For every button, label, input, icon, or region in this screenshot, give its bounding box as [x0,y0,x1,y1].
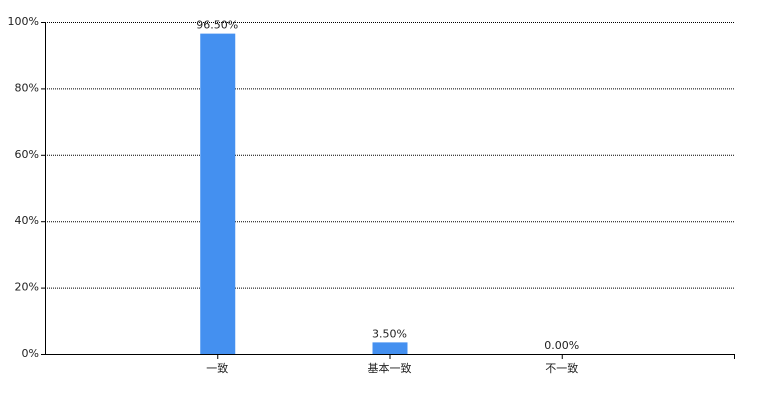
value-label: 0.00% [544,339,579,352]
bar [200,33,236,355]
bar [372,342,408,354]
y-tick-label: 20% [15,281,39,294]
y-tick-label: 80% [15,81,39,94]
y-tick-label: 0% [22,347,39,360]
x-tick-label: 不一致 [545,361,578,375]
value-label: 3.50% [372,327,407,340]
value-label: 96.50% [196,19,238,32]
y-tick-label: 60% [15,148,39,161]
x-tick-label: 基本一致 [368,361,412,375]
y-tick-label: 40% [15,214,39,227]
x-tick-label: 一致 [206,361,228,375]
y-tick-label: 100% [8,15,39,28]
